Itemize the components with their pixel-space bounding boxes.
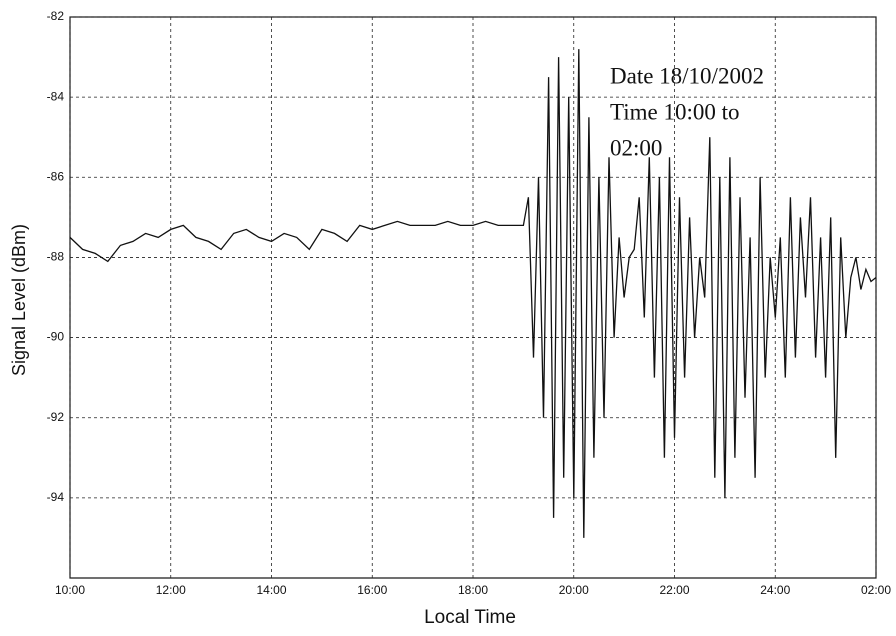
x-tick-label: 24:00 <box>760 583 790 597</box>
x-tick-label: 12:00 <box>156 583 186 597</box>
x-axis-label: Local Time <box>424 607 516 628</box>
x-tick-label: 22:00 <box>659 583 689 597</box>
annotation: 02:00 <box>610 135 662 160</box>
x-tick-label: 18:00 <box>458 583 488 597</box>
x-tick-label: 16:00 <box>357 583 387 597</box>
y-tick-label: -92 <box>47 410 65 424</box>
x-tick-label: 10:00 <box>55 583 85 597</box>
y-tick-label: -94 <box>47 490 65 504</box>
x-tick-label: 02:00 <box>861 583 891 597</box>
y-tick-label: -90 <box>47 330 65 344</box>
y-tick-label: -86 <box>47 169 65 183</box>
y-tick-label: -82 <box>47 9 65 23</box>
y-tick-label: -88 <box>47 250 65 264</box>
y-axis-label: Signal Level (dBm) <box>9 224 29 376</box>
annotation: Date 18/10/2002 <box>610 63 764 88</box>
y-tick-label: -84 <box>47 89 65 103</box>
annotation: Time 10:00 to <box>610 99 740 124</box>
x-tick-label: 20:00 <box>559 583 589 597</box>
x-tick-label: 14:00 <box>256 583 286 597</box>
signal-line <box>69 49 877 538</box>
